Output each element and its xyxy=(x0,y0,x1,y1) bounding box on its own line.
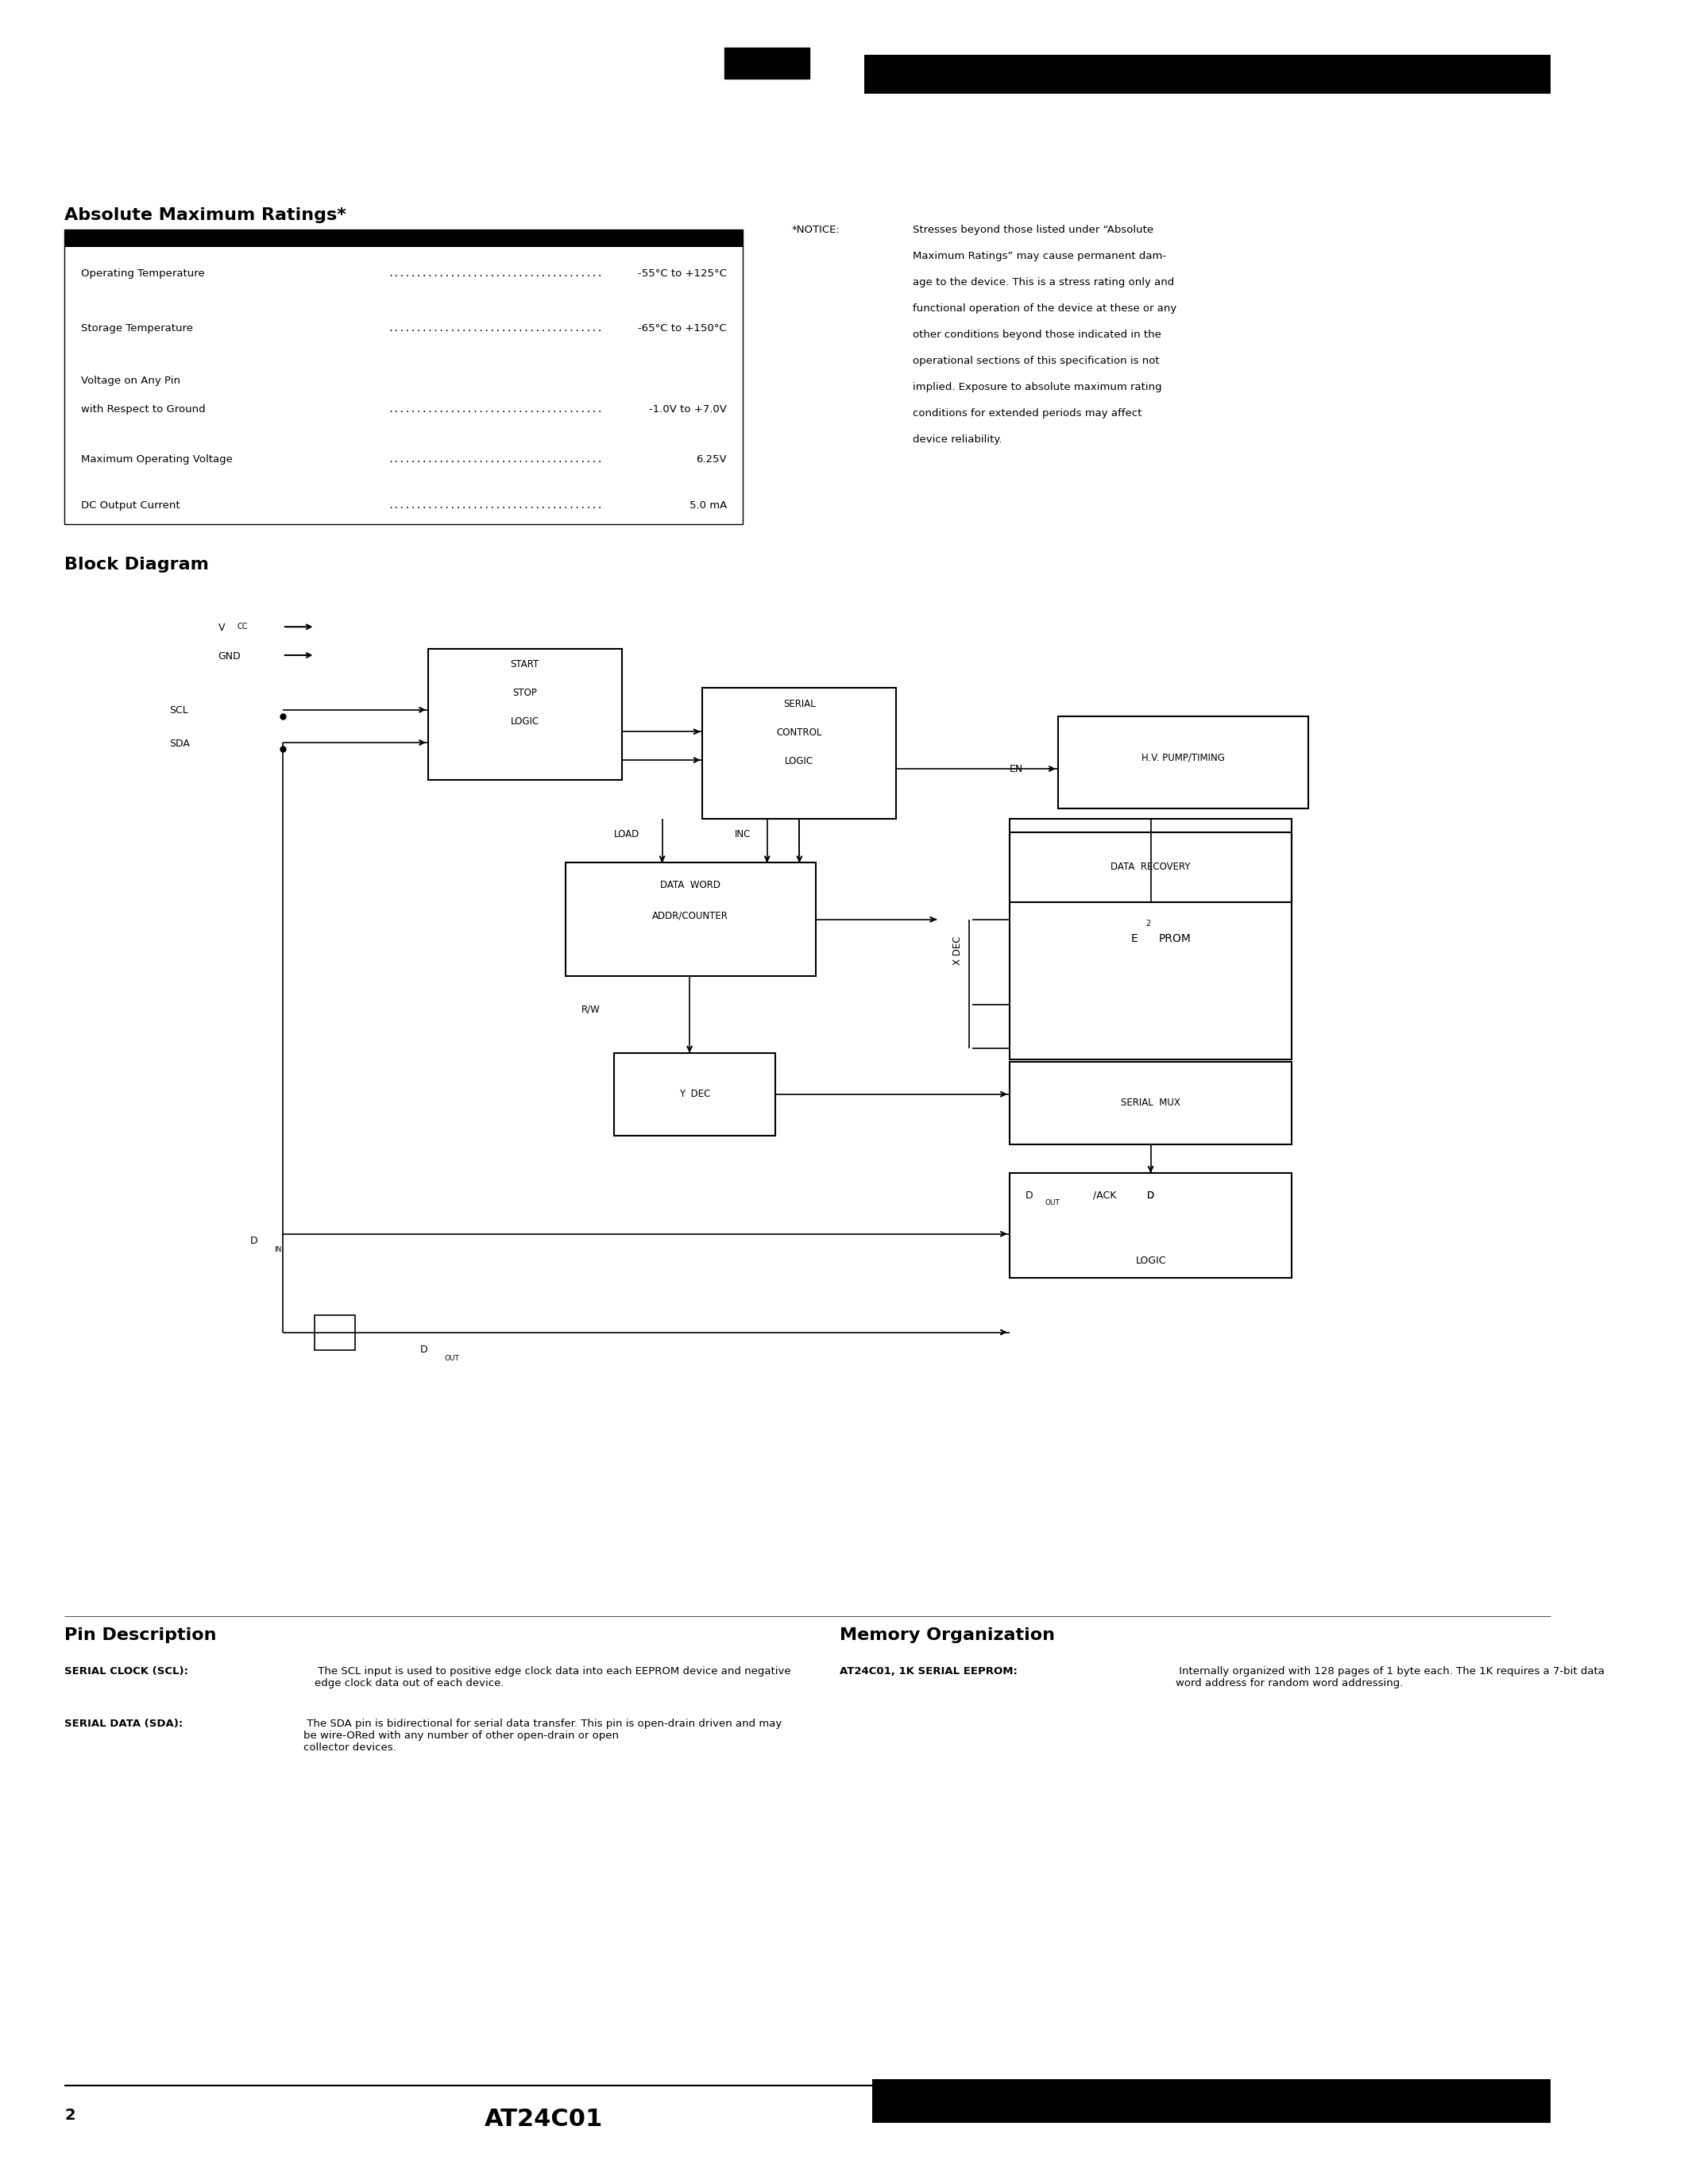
Text: ......................................: ...................................... xyxy=(388,269,603,280)
Bar xyxy=(1009,1061,1291,1144)
Text: X DEC: X DEC xyxy=(952,935,962,965)
Text: ......................................: ...................................... xyxy=(388,500,603,511)
Text: LOAD: LOAD xyxy=(614,830,640,839)
Text: INC: INC xyxy=(734,830,751,839)
Bar xyxy=(64,229,743,247)
Text: OUT: OUT xyxy=(444,1354,459,1363)
Text: SERIAL  MUX: SERIAL MUX xyxy=(1121,1099,1180,1107)
Bar xyxy=(429,649,621,780)
Bar xyxy=(1009,819,1291,1059)
Text: SERIAL: SERIAL xyxy=(783,699,815,710)
Bar xyxy=(702,688,896,819)
Text: SERIAL CLOCK (SCL):: SERIAL CLOCK (SCL): xyxy=(64,1666,189,1677)
Text: EN: EN xyxy=(1009,764,1023,773)
Bar xyxy=(565,863,815,976)
Text: LOGIC: LOGIC xyxy=(1136,1256,1166,1267)
Text: SERIAL DATA (SDA):: SERIAL DATA (SDA): xyxy=(64,1719,184,1730)
Text: Operating Temperature: Operating Temperature xyxy=(81,269,204,280)
Text: The SCL input is used to positive edge clock data into each EEPROM device and ne: The SCL input is used to positive edge c… xyxy=(316,1666,792,1688)
Text: other conditions beyond those indicated in the: other conditions beyond those indicated … xyxy=(913,330,1161,341)
Text: IN: IN xyxy=(275,1245,282,1254)
Bar xyxy=(1009,832,1291,902)
Bar xyxy=(316,1315,354,1350)
Bar xyxy=(864,55,1550,94)
Text: D: D xyxy=(1026,1190,1033,1201)
Text: ATMEL: ATMEL xyxy=(731,55,803,72)
Text: Storage Temperature: Storage Temperature xyxy=(81,323,192,334)
Text: ADDR/COUNTER: ADDR/COUNTER xyxy=(652,911,729,922)
Bar xyxy=(614,1053,775,1136)
Text: Y  DEC: Y DEC xyxy=(679,1090,711,1099)
Text: PROM: PROM xyxy=(1158,933,1192,946)
Text: ......................................: ...................................... xyxy=(388,323,603,334)
Text: R/W: R/W xyxy=(581,1005,601,1013)
Text: -55°C to +125°C: -55°C to +125°C xyxy=(638,269,728,280)
Bar xyxy=(64,229,743,524)
Text: with Respect to Ground: with Respect to Ground xyxy=(81,404,206,415)
Text: LOGIC: LOGIC xyxy=(510,716,538,727)
Text: device reliability.: device reliability. xyxy=(913,435,1001,446)
Text: LOGIC: LOGIC xyxy=(785,756,814,767)
Text: /ACK: /ACK xyxy=(1094,1190,1117,1201)
Text: Absolute Maximum Ratings*: Absolute Maximum Ratings* xyxy=(64,207,346,223)
Text: Maximum Operating Voltage: Maximum Operating Voltage xyxy=(81,454,233,465)
Text: 5.0 mA: 5.0 mA xyxy=(689,500,728,511)
Text: Voltage on Any Pin: Voltage on Any Pin xyxy=(81,376,181,387)
Text: Memory Organization: Memory Organization xyxy=(841,1627,1055,1642)
Text: V: V xyxy=(218,622,225,633)
Text: D: D xyxy=(420,1345,427,1354)
Text: conditions for extended periods may affect: conditions for extended periods may affe… xyxy=(913,408,1141,419)
Bar xyxy=(1058,716,1308,808)
Text: DC Output Current: DC Output Current xyxy=(81,500,179,511)
Bar xyxy=(873,2079,1550,2123)
Text: age to the device. This is a stress rating only and: age to the device. This is a stress rati… xyxy=(913,277,1173,288)
Text: implied. Exposure to absolute maximum rating: implied. Exposure to absolute maximum ra… xyxy=(913,382,1161,393)
Text: operational sections of this specification is not: operational sections of this specificati… xyxy=(913,356,1160,367)
Text: Maximum Ratings” may cause permanent dam-: Maximum Ratings” may cause permanent dam… xyxy=(913,251,1166,262)
Text: H.V. PUMP/TIMING: H.V. PUMP/TIMING xyxy=(1141,753,1224,762)
Text: GND: GND xyxy=(218,651,241,662)
Text: CC: CC xyxy=(238,622,248,631)
Text: START: START xyxy=(510,660,538,670)
Text: CONTROL: CONTROL xyxy=(776,727,822,738)
Text: Pin Description: Pin Description xyxy=(64,1627,216,1642)
Text: DATA  WORD: DATA WORD xyxy=(660,880,721,891)
Text: 6.25V: 6.25V xyxy=(695,454,728,465)
Text: *NOTICE:: *NOTICE: xyxy=(792,225,839,236)
Text: functional operation of the device at these or any: functional operation of the device at th… xyxy=(913,304,1177,314)
Text: The SDA pin is bidirectional for serial data transfer. This pin is open-drain dr: The SDA pin is bidirectional for serial … xyxy=(304,1719,782,1754)
Text: STOP: STOP xyxy=(513,688,537,699)
Bar xyxy=(1009,1173,1291,1278)
Text: ......................................: ...................................... xyxy=(388,454,603,465)
Text: Block Diagram: Block Diagram xyxy=(64,557,209,572)
Text: Internally organized with 128 pages of 1 byte each. The 1K requires a 7-bit data: Internally organized with 128 pages of 1… xyxy=(1177,1666,1605,1688)
Text: AT24C01, 1K SERIAL EEPROM:: AT24C01, 1K SERIAL EEPROM: xyxy=(841,1666,1018,1677)
Text: AT24C01: AT24C01 xyxy=(484,2108,603,2132)
Text: E: E xyxy=(1131,933,1138,946)
Text: SDA: SDA xyxy=(169,738,191,749)
Text: DATA  RECOVERY: DATA RECOVERY xyxy=(1111,863,1190,871)
Text: D: D xyxy=(1148,1190,1155,1201)
Text: D: D xyxy=(250,1236,258,1245)
Text: 2: 2 xyxy=(1146,919,1151,928)
Text: -65°C to +150°C: -65°C to +150°C xyxy=(638,323,728,334)
Text: SCL: SCL xyxy=(169,705,189,716)
Text: OUT: OUT xyxy=(1045,1199,1060,1206)
Text: D: D xyxy=(1148,1190,1155,1201)
Text: Stresses beyond those listed under “Absolute: Stresses beyond those listed under “Abso… xyxy=(913,225,1153,236)
Text: ......................................: ...................................... xyxy=(388,404,603,415)
Text: -1.0V to +7.0V: -1.0V to +7.0V xyxy=(648,404,728,415)
Text: 2: 2 xyxy=(64,2108,76,2123)
